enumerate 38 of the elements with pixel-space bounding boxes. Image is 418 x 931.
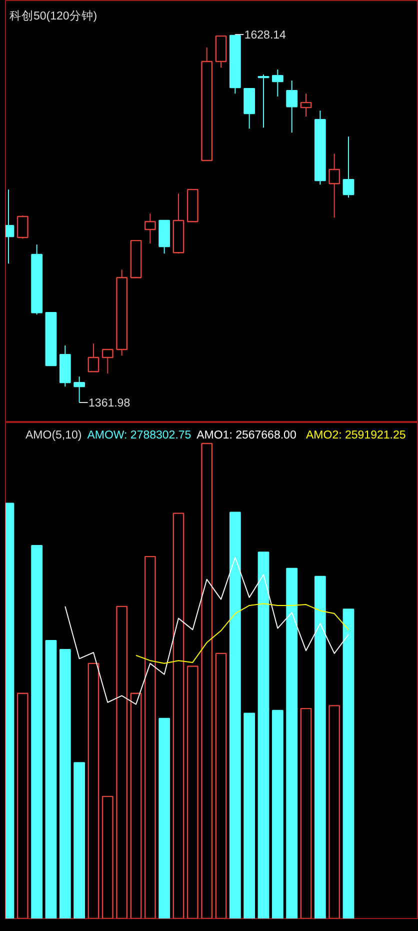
- series-label: AMOW: 2788302.75: [87, 430, 192, 442]
- candlestick: [116, 269, 128, 356]
- bar: [16, 692, 28, 918]
- bar: [172, 512, 184, 918]
- text: AMO2: 2591921.25: [306, 430, 406, 442]
- candlestick: [144, 213, 156, 244]
- bar: [116, 606, 128, 918]
- bar: [229, 512, 241, 918]
- bar: [88, 662, 100, 918]
- bar: [244, 712, 256, 918]
- bar: [59, 649, 71, 918]
- bar: [158, 718, 170, 918]
- bar: [328, 705, 340, 918]
- bar: [286, 568, 298, 918]
- bar: [215, 652, 227, 918]
- candlestick: [300, 93, 312, 118]
- bar: [31, 545, 43, 918]
- bar: [201, 442, 213, 918]
- chart-title: AMO(5,10): [26, 430, 82, 442]
- bar: [144, 556, 156, 918]
- bar: [342, 608, 354, 918]
- bar: [45, 640, 57, 918]
- chart-title: 科创50(120分钟): [10, 10, 98, 22]
- bar: [130, 692, 142, 918]
- annotation: 1361.98: [88, 398, 130, 410]
- bar: [300, 708, 312, 918]
- bar: [314, 576, 326, 918]
- candlestick: [74, 376, 86, 403]
- bar: [186, 666, 198, 918]
- candlestick: [272, 69, 284, 97]
- candlestick: [286, 80, 298, 134]
- bar: [258, 552, 270, 918]
- bar: [102, 796, 114, 918]
- bar: [74, 762, 86, 918]
- candlestick: [328, 153, 340, 218]
- text: AMO1: 2567668.00: [196, 430, 296, 442]
- annotation: 1628.14: [244, 30, 287, 42]
- bar: [272, 710, 284, 918]
